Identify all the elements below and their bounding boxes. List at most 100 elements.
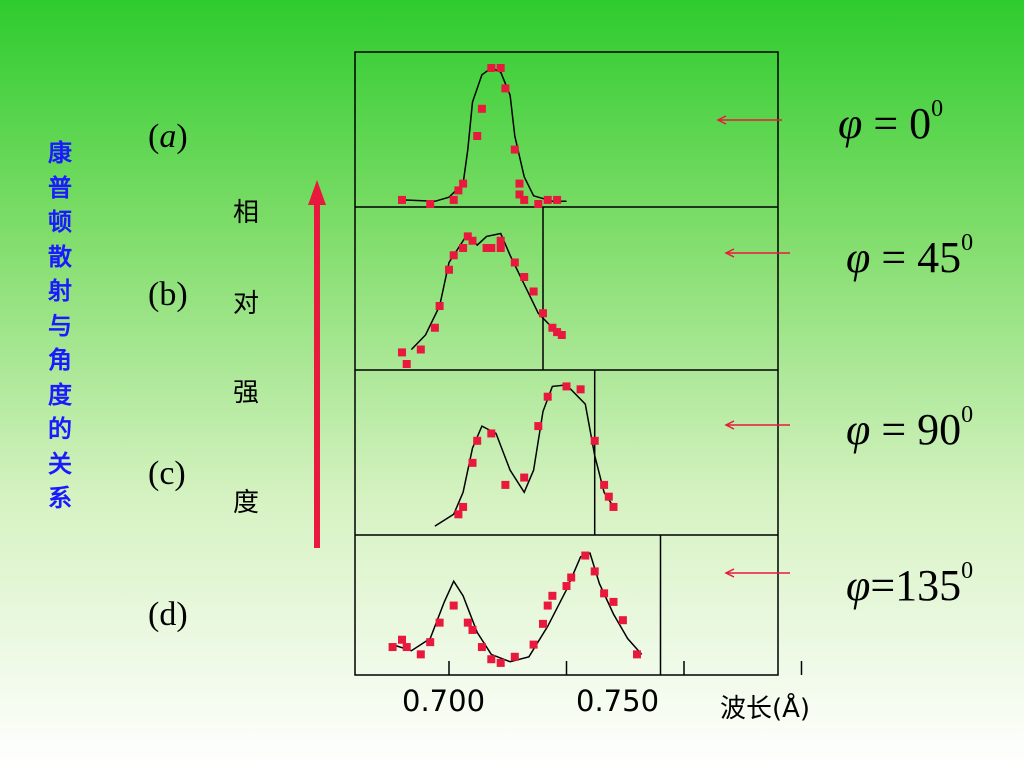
angle-arrow-head xyxy=(724,568,735,578)
data-point xyxy=(435,302,444,310)
data-point xyxy=(548,323,557,332)
angle-arrow-head xyxy=(716,115,727,125)
formula-phi-45: φ = 450 xyxy=(846,230,974,282)
data-point xyxy=(454,510,463,519)
series-curve-0 xyxy=(401,67,567,203)
data-point xyxy=(501,480,510,489)
formula-phi-135: φ=1350 xyxy=(846,558,974,610)
data-point xyxy=(459,502,468,511)
title-char: 康 xyxy=(48,139,72,167)
data-point xyxy=(515,179,524,188)
data-point xyxy=(398,348,406,357)
intensity-arrow-head xyxy=(308,180,326,205)
data-point xyxy=(468,236,477,245)
data-point xyxy=(604,492,613,501)
panel-label-b: (b) xyxy=(148,276,188,313)
data-point xyxy=(562,582,571,591)
data-point xyxy=(581,551,590,560)
data-point xyxy=(449,601,458,610)
data-point xyxy=(445,265,453,274)
data-point xyxy=(496,658,505,667)
data-point xyxy=(600,589,609,598)
data-point xyxy=(449,195,458,204)
data-point xyxy=(402,360,411,368)
x-tick-label: 0.750 xyxy=(576,684,660,718)
data-point xyxy=(501,84,510,93)
data-point xyxy=(557,331,566,339)
data-point xyxy=(510,652,519,661)
title-char: 系 xyxy=(48,484,72,512)
data-point xyxy=(600,480,609,489)
series-curve-135 xyxy=(392,552,643,663)
data-point xyxy=(388,643,397,652)
data-point xyxy=(534,422,543,431)
ylabel-char: 相 xyxy=(232,198,259,228)
data-point xyxy=(398,195,406,204)
angle-arrow-head xyxy=(724,248,735,258)
data-point xyxy=(496,244,505,252)
angle-arrow-head xyxy=(724,420,735,430)
data-point xyxy=(590,436,599,445)
data-point xyxy=(609,502,618,511)
data-point xyxy=(463,618,472,627)
title-char: 的 xyxy=(48,415,72,443)
data-point xyxy=(487,244,496,252)
title-char: 普 xyxy=(48,173,72,202)
data-point xyxy=(459,179,468,188)
data-point xyxy=(543,601,552,610)
data-point xyxy=(496,236,505,245)
data-point xyxy=(562,382,571,391)
data-point xyxy=(473,436,482,445)
data-point xyxy=(487,655,496,664)
data-point xyxy=(633,650,641,659)
data-point xyxy=(520,273,529,281)
title-char: 散 xyxy=(48,242,72,271)
formula-phi-0: φ = 00 xyxy=(838,96,944,148)
data-point xyxy=(430,323,439,332)
data-point xyxy=(539,309,547,318)
panel-label-a: (a) xyxy=(148,118,188,155)
plot-frame xyxy=(354,51,779,676)
data-point xyxy=(398,635,406,644)
data-point xyxy=(515,190,524,199)
data-point xyxy=(529,287,538,296)
data-point xyxy=(567,573,576,582)
title-char: 度 xyxy=(48,380,72,409)
data-point xyxy=(459,244,468,252)
x-axis-label: 波长(Å) xyxy=(720,694,811,724)
data-point xyxy=(426,200,435,208)
data-point xyxy=(473,132,482,140)
data-point xyxy=(435,618,444,627)
data-point xyxy=(416,650,425,659)
title-char: 射 xyxy=(48,277,72,305)
data-point xyxy=(468,625,477,634)
data-point xyxy=(482,244,491,252)
data-point xyxy=(539,619,547,628)
data-point xyxy=(529,640,538,649)
data-point xyxy=(520,473,529,482)
data-point xyxy=(416,345,425,354)
data-point xyxy=(543,392,552,401)
vertical-title: 康普顿散射与角度的关系 xyxy=(40,136,80,516)
data-point xyxy=(618,616,627,625)
data-point xyxy=(426,638,435,647)
data-point xyxy=(553,328,562,337)
ylabel-char: 强 xyxy=(232,378,259,408)
data-point xyxy=(449,251,458,260)
x-tick-label: 0.700 xyxy=(402,684,486,718)
panel-label-d: (d) xyxy=(148,596,188,633)
title-char: 角 xyxy=(48,346,72,374)
title-char: 与 xyxy=(48,311,72,340)
panel-label-c: (c) xyxy=(148,455,186,492)
data-point xyxy=(496,64,505,72)
data-point xyxy=(510,145,519,154)
data-point xyxy=(463,232,472,241)
data-point xyxy=(487,64,496,72)
series-curve-90 xyxy=(434,384,615,527)
title-char: 顿 xyxy=(48,208,72,236)
data-point xyxy=(487,429,496,438)
data-point xyxy=(609,597,618,606)
data-point xyxy=(477,643,486,652)
data-point xyxy=(510,258,519,267)
title-char: 关 xyxy=(48,449,72,478)
